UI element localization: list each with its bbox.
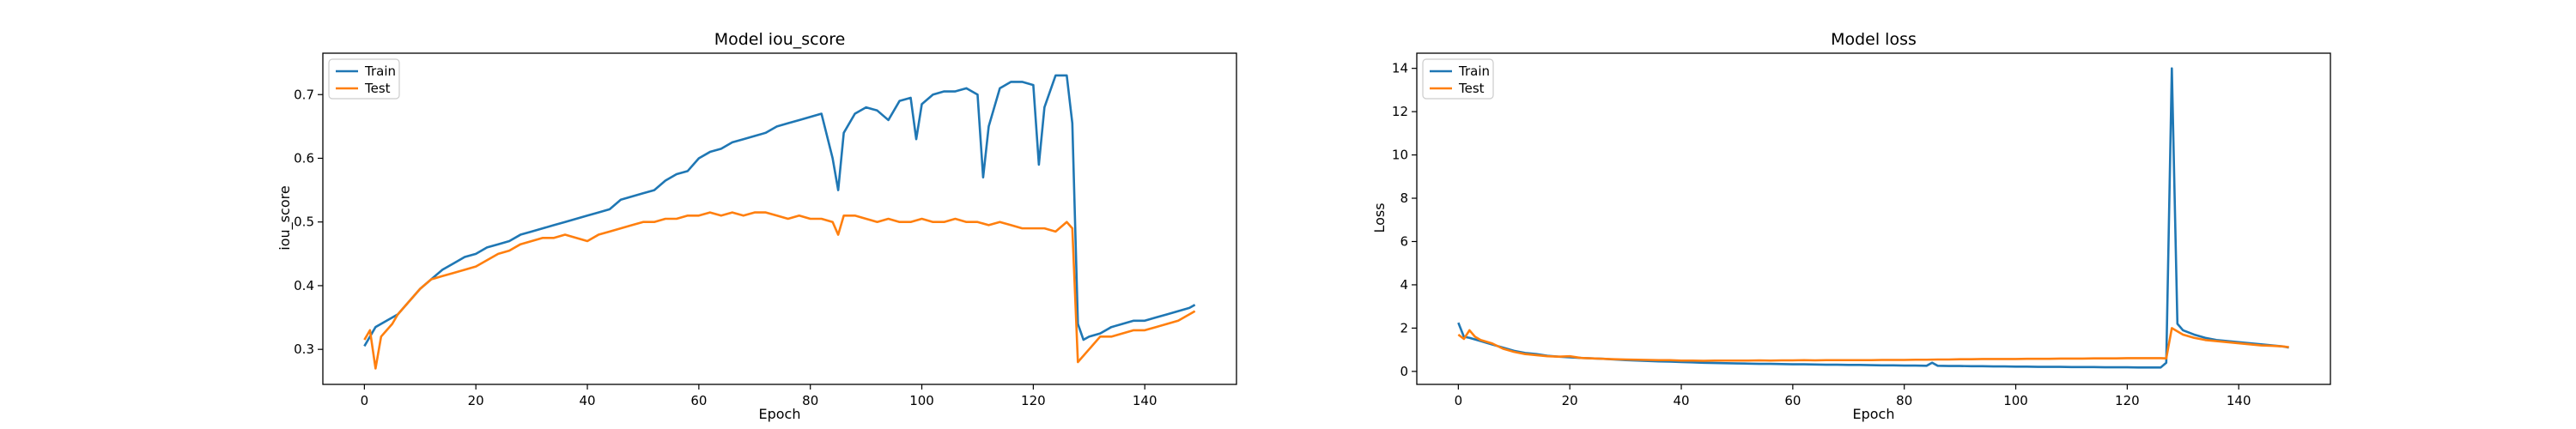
loss-chart: Model loss Epoch Loss 0 20 40 60 80 100 120 140… [1371, 30, 2331, 422]
chart-title: Model loss [1831, 30, 1917, 49]
y-tick-label: 0 [1400, 364, 1408, 379]
y-tick-label: 0.5 [294, 214, 314, 230]
x-tick-label: 80 [802, 393, 818, 408]
y-axis-label: Loss [1371, 202, 1388, 233]
x-tick-label: 0 [361, 393, 369, 408]
y-tick-label: 0.6 [294, 150, 314, 166]
x-tick-label: 120 [1021, 393, 1046, 408]
x-tick-label: 140 [1133, 393, 1157, 408]
x-tick-label: 140 [2227, 393, 2251, 408]
chart-title: Model iou_score [714, 30, 846, 49]
y-tick-label: 12 [1392, 104, 1408, 119]
legend-label-train: Train [1458, 63, 1490, 79]
x-tick-label: 100 [909, 393, 934, 408]
x-tick-label: 0 [1455, 393, 1463, 408]
legend-label-train: Train [364, 63, 396, 79]
x-tick-label: 80 [1896, 393, 1912, 408]
x-tick-label: 20 [468, 393, 484, 408]
y-tick-label: 8 [1400, 190, 1408, 206]
legend-label-test: Test [1458, 81, 1485, 96]
series-line-train [363, 74, 1196, 347]
plot-frame [322, 52, 1237, 385]
y-tick-label: 2 [1400, 320, 1408, 335]
y-tick-label: 0.7 [294, 87, 314, 102]
y-tick-label: 14 [1392, 61, 1408, 76]
x-tick-label: 20 [1562, 393, 1578, 408]
iou-score-chart: Model iou_score Epoch iou_score 0 20 40 60 8… [276, 30, 1237, 422]
y-axis-label: iou_score [276, 185, 294, 250]
plot-frame [1416, 52, 2331, 385]
x-tick-label: 100 [2003, 393, 2028, 408]
x-tick-label: 40 [579, 393, 595, 408]
series-line-test [363, 211, 1196, 370]
y-tick-label: 0.3 [294, 341, 314, 357]
y-tick-label: 6 [1400, 233, 1408, 249]
x-axis-label: Epoch [759, 406, 801, 422]
x-tick-label: 120 [2115, 393, 2140, 408]
x-tick-label: 40 [1673, 393, 1689, 408]
x-tick-label: 60 [690, 393, 707, 408]
legend: Train Test [328, 58, 400, 100]
x-tick-label: 60 [1784, 393, 1801, 408]
series-line-test [1457, 327, 2289, 362]
y-tick-label: 4 [1400, 277, 1408, 293]
legend: Train Test [1422, 58, 1494, 100]
y-tick-label: 10 [1392, 148, 1408, 163]
y-tick-label: 0.4 [294, 278, 314, 293]
x-axis-label: Epoch [1853, 406, 1895, 422]
legend-label-test: Test [364, 81, 391, 96]
